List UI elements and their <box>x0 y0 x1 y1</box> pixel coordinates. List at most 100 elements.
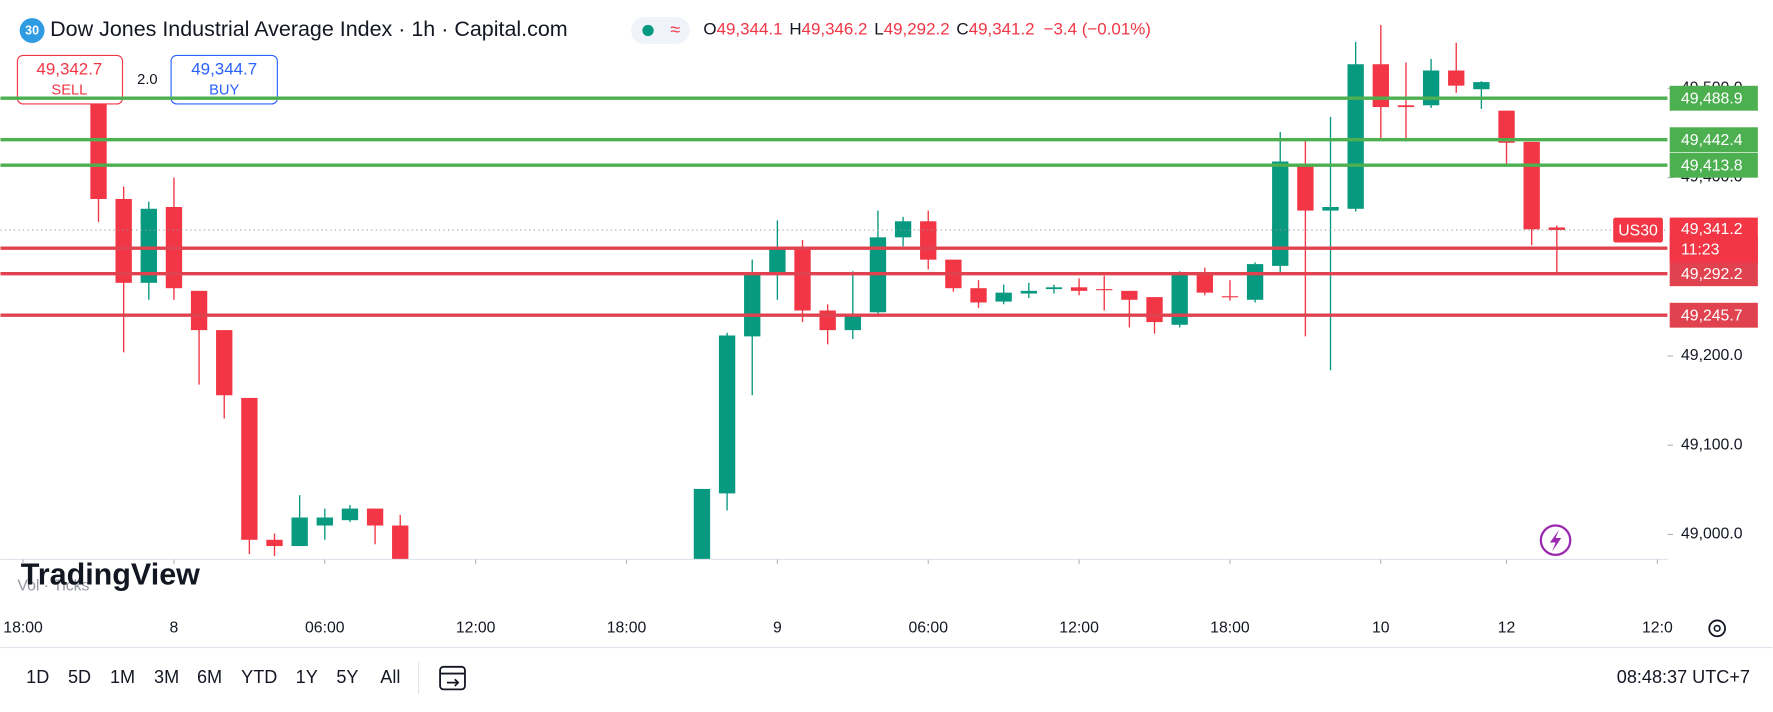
candle-body <box>366 508 384 526</box>
candle-body <box>1322 206 1339 211</box>
candle-body <box>1523 141 1540 230</box>
candle-body <box>1397 105 1415 108</box>
candle-body <box>1070 287 1088 291</box>
candle-body <box>894 221 912 238</box>
candle-body <box>140 208 157 283</box>
candle-body <box>1473 82 1490 90</box>
candle-body <box>1548 227 1565 231</box>
buy-label: BUY <box>209 82 239 98</box>
ohlc-value: 49,292.2 <box>884 20 950 39</box>
x-tick-label: 9 <box>773 620 782 637</box>
range-button[interactable]: 1D <box>26 667 49 687</box>
candle-body <box>718 335 736 494</box>
y-tick-label: 49,000.0 <box>1681 526 1743 543</box>
candle-body <box>693 488 711 560</box>
level-label-box <box>1669 127 1758 153</box>
level-label: 49,292.2 <box>1681 266 1743 283</box>
candle-body <box>744 274 761 337</box>
candle-body <box>970 288 987 303</box>
level-label: 49,488.9 <box>1681 91 1743 108</box>
candle-body <box>794 248 811 311</box>
status-pill[interactable] <box>631 16 690 45</box>
candle-body <box>241 397 258 540</box>
candle-body <box>920 221 937 260</box>
range-button[interactable]: 5D <box>68 667 91 687</box>
x-tick-label: 12:00 <box>1059 620 1099 637</box>
countdown: 11:23 <box>1681 242 1720 259</box>
clock: 08:48:37 UTC+7 <box>1617 667 1750 687</box>
x-tick-label: 18:00 <box>3 620 43 637</box>
level-label-box <box>1669 152 1758 178</box>
candle-body <box>1045 287 1063 290</box>
candle-body <box>1372 64 1389 108</box>
ohlc-key: H <box>789 20 801 39</box>
candle-body <box>1347 64 1364 209</box>
candle-body <box>90 101 107 199</box>
candle-body <box>392 525 409 560</box>
ohlc-key: O <box>703 20 716 39</box>
range-button[interactable]: 1Y <box>296 667 318 687</box>
candle-body <box>291 517 308 547</box>
candle-body <box>341 508 359 521</box>
x-tick-label: 18:00 <box>607 620 647 637</box>
symbol-tag-box <box>1613 217 1663 243</box>
range-button[interactable]: 3M <box>154 667 179 687</box>
candle-body <box>1096 289 1113 291</box>
x-tick-label: 06:00 <box>908 620 948 637</box>
range-button[interactable]: 1M <box>110 667 135 687</box>
candle-body <box>1146 297 1163 323</box>
candle-body <box>1121 290 1138 300</box>
delay-icon: ≈ <box>670 19 680 39</box>
settings-icon[interactable] <box>1708 619 1726 638</box>
range-button[interactable]: YTD <box>241 667 277 687</box>
level-label-box <box>1669 302 1758 328</box>
buy-button[interactable] <box>170 54 278 105</box>
ohlc-legend: O49,344.1 H49,346.2 L49,292.2 C49,341.2 −3.4… <box>703 20 1151 39</box>
spread: 2.0 <box>137 72 157 88</box>
ohlc-value: 49,341.2 <box>969 20 1035 39</box>
price-label: 49,341.2 <box>1681 221 1743 238</box>
x-tick-label: 10 <box>1372 620 1390 637</box>
x-tick-label: 12:00 <box>456 620 496 637</box>
sell-button[interactable] <box>16 54 124 105</box>
ohlc-value: 49,346.2 <box>802 20 868 39</box>
range-button[interactable]: All <box>380 667 400 687</box>
candle-body <box>316 517 333 526</box>
x-tick-label: 12 <box>1498 620 1516 637</box>
price-label-box <box>1669 217 1758 263</box>
settings-icon-center <box>1713 624 1721 632</box>
sell-label: SELL <box>51 82 87 98</box>
chart-title: Dow Jones Industrial Average Index · 1h … <box>50 17 568 41</box>
candle-body <box>115 198 132 283</box>
level-label: 49,442.4 <box>1681 132 1743 149</box>
candle-body <box>1272 161 1289 266</box>
x-tick-label: 8 <box>170 620 179 637</box>
symbol-tag: US30 <box>1618 222 1658 239</box>
candle-body <box>1448 70 1465 86</box>
candle-body <box>1498 110 1515 143</box>
lightning-icon <box>1549 530 1562 552</box>
date-range-icon[interactable] <box>439 665 466 691</box>
level-label-box <box>1669 261 1758 287</box>
candle-body <box>844 314 861 331</box>
candle-body <box>1221 296 1239 298</box>
level-label-box <box>1669 85 1758 111</box>
buy-price: 49,344.7 <box>191 60 257 79</box>
y-tick-label: 49,200.0 <box>1681 347 1743 364</box>
candle-body <box>1246 264 1264 300</box>
candle-body <box>1297 165 1314 211</box>
calendar-icon <box>439 665 466 691</box>
sell-price: 49,342.7 <box>36 60 102 79</box>
candle-body <box>266 539 283 547</box>
ohlc-key: C <box>956 20 968 39</box>
candle-body <box>995 292 1012 302</box>
ohlc-value: 49,344.1 <box>717 20 783 39</box>
range-button[interactable]: 6M <box>197 667 222 687</box>
candle-body <box>216 330 233 396</box>
range-button[interactable]: 5Y <box>336 667 358 687</box>
level-label: 49,245.7 <box>1681 308 1743 325</box>
market-status-dot <box>642 24 654 37</box>
